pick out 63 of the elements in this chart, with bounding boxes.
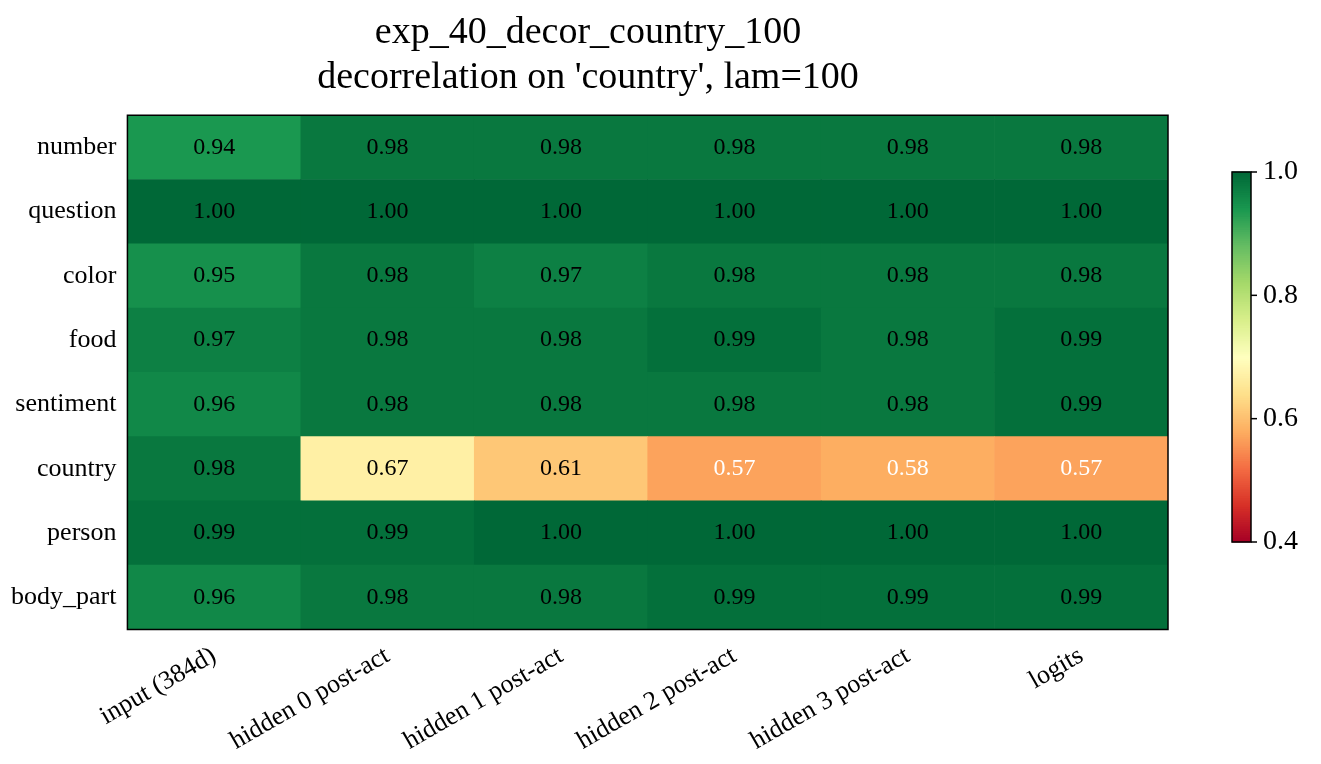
data-label: 0.98	[1060, 132, 1103, 159]
y-tick-label: person	[47, 516, 117, 546]
y-tick-label: color	[63, 259, 117, 289]
y-tick-label: sentiment	[15, 388, 118, 418]
data-label: 1.00	[540, 518, 582, 545]
data-label: 0.58	[886, 454, 929, 481]
data-label: 1.00	[886, 196, 929, 223]
data-label: 0.98	[366, 582, 409, 609]
data-label: 0.98	[366, 389, 409, 416]
data-label: 0.99	[1060, 389, 1103, 416]
color-bar-label: 0.6	[1263, 401, 1298, 433]
color-bar-label: 0.8	[1263, 277, 1298, 309]
data-label: 0.98	[540, 325, 582, 352]
data-label: 1.00	[1060, 196, 1103, 223]
data-label: 0.98	[713, 261, 756, 288]
data-label: 0.94	[193, 132, 236, 159]
data-label: 0.98	[886, 325, 929, 352]
data-label: 1.00	[366, 196, 409, 223]
chart-title: exp_40_decor_country_100	[374, 8, 802, 51]
color-bar-label: 0.4	[1263, 524, 1298, 556]
data-label: 1.00	[193, 196, 236, 223]
data-label: 0.96	[193, 582, 236, 609]
y-tick-label: food	[68, 324, 117, 354]
data-label: 0.98	[193, 454, 236, 481]
data-label: 1.00	[713, 518, 756, 545]
data-label: 0.98	[886, 261, 929, 288]
color-bar-label: 1.0	[1263, 154, 1298, 186]
x-tick-label: logits	[1023, 639, 1088, 694]
data-label: 0.98	[713, 132, 756, 159]
chart-subtitle: decorrelation on 'country', lam=100	[317, 54, 859, 97]
data-label: 1.00	[713, 196, 756, 223]
data-label: 1.00	[540, 196, 582, 223]
data-label: 0.98	[713, 389, 756, 416]
data-label: 0.97	[540, 261, 582, 288]
data-label: 0.99	[1060, 325, 1103, 352]
y-tick-label: question	[28, 195, 117, 225]
data-label: 0.61	[540, 454, 582, 481]
data-label: 0.99	[1060, 582, 1103, 609]
data-label: 0.98	[366, 261, 409, 288]
data-label: 0.98	[886, 389, 929, 416]
data-label: 0.57	[1060, 454, 1103, 481]
data-label: 0.95	[193, 261, 236, 288]
data-label: 0.98	[540, 389, 582, 416]
y-tick-label: body_part	[11, 581, 118, 611]
data-label: 0.67	[366, 454, 409, 481]
y-tick-label: country	[37, 452, 117, 482]
data-label: 0.98	[1060, 261, 1103, 288]
data-label: 0.99	[193, 518, 236, 545]
data-label: 0.99	[713, 325, 756, 352]
data-label: 0.98	[540, 132, 582, 159]
data-label: 0.98	[540, 582, 582, 609]
data-label: 0.97	[193, 325, 236, 352]
data-label: 0.57	[713, 454, 756, 481]
data-label: 0.99	[713, 582, 756, 609]
data-label: 0.98	[366, 132, 409, 159]
data-label: 0.99	[366, 518, 409, 545]
data-label: 0.98	[886, 132, 929, 159]
data-label: 0.98	[366, 325, 409, 352]
data-label: 0.99	[886, 582, 929, 609]
y-tick-label: number	[37, 131, 117, 161]
data-label: 0.96	[193, 389, 236, 416]
data-label: 1.00	[886, 518, 929, 545]
data-label: 1.00	[1060, 518, 1103, 545]
